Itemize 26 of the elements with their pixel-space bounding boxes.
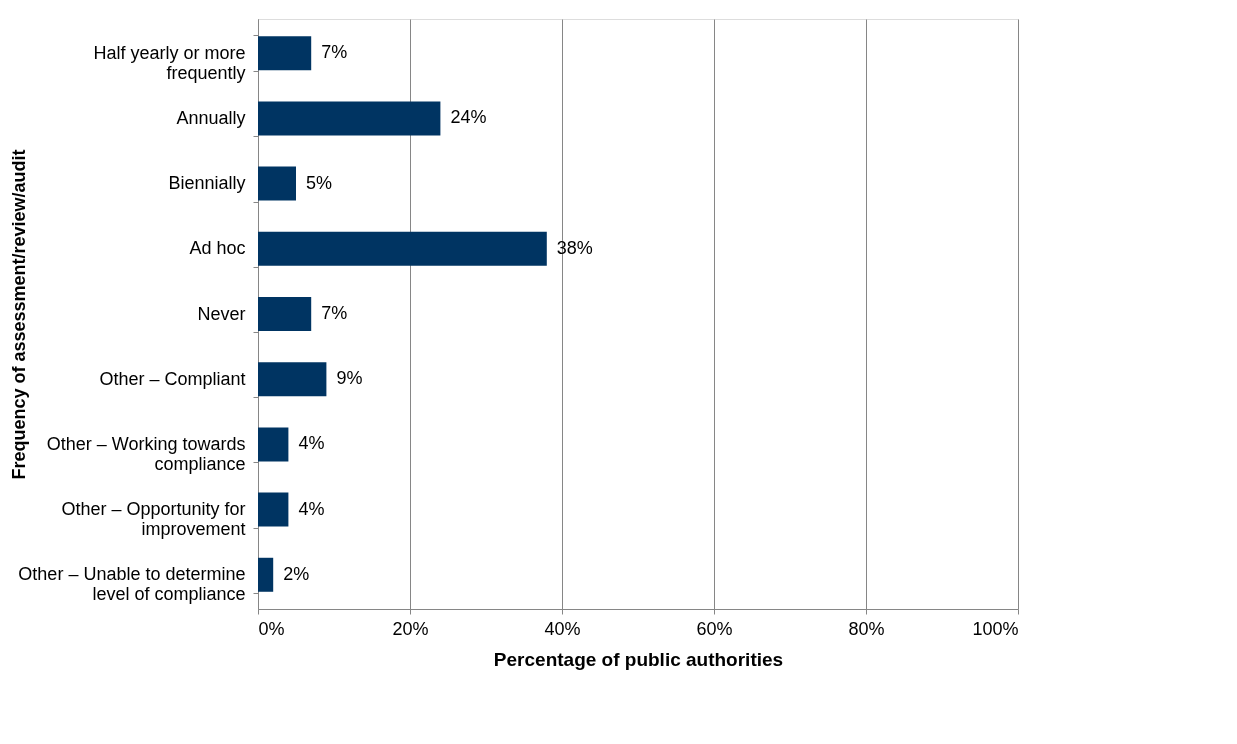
y-tick-label: Biennially	[168, 173, 246, 194]
data-label: 4%	[298, 498, 325, 519]
data-label: 2%	[283, 563, 310, 584]
x-tick-label: 0%	[258, 618, 285, 639]
x-tick-label: 40%	[544, 618, 581, 639]
x-tick-label: 60%	[696, 618, 733, 639]
y-tick-label: Other – Compliant	[99, 368, 246, 389]
data-label: 7%	[321, 42, 348, 63]
y-axis-title: Frequency of assessment/review/audit	[8, 149, 29, 480]
y-tick-label: Other – Working towards compliance	[46, 433, 246, 474]
y-tick-label: Ad hoc	[189, 238, 246, 259]
x-tick-label: 80%	[848, 618, 885, 639]
y-tick-label: Other – Opportunity for improvement	[61, 499, 246, 540]
data-label: 38%	[556, 237, 593, 258]
data-label: 5%	[306, 172, 333, 193]
y-tick-label: Annually	[176, 107, 246, 128]
x-tick-label: 100%	[972, 618, 1019, 639]
data-label: 24%	[450, 107, 487, 128]
data-label: 4%	[298, 433, 325, 454]
y-tick-label: Half yearly or more frequently	[93, 42, 246, 83]
data-label: 7%	[321, 303, 348, 323]
y-tick-label: Never	[197, 303, 246, 324]
x-axis-title: Percentage of public authorities	[493, 648, 784, 670]
data-label: 9%	[336, 368, 363, 389]
y-tick-label: Other – Unable to determine level of compliance	[18, 564, 246, 605]
x-tick-label: 20%	[392, 618, 429, 639]
